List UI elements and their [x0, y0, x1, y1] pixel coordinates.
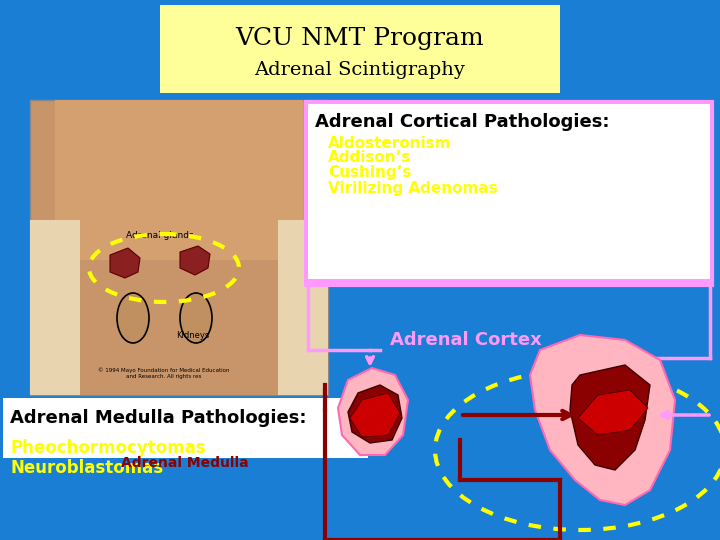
- FancyBboxPatch shape: [278, 220, 328, 395]
- Text: Adrenal Medulla: Adrenal Medulla: [121, 456, 249, 470]
- Text: Virilizing Adenomas: Virilizing Adenomas: [328, 180, 498, 195]
- Polygon shape: [338, 368, 408, 455]
- Text: Addison’s: Addison’s: [328, 151, 411, 165]
- Text: Pheochormocytomas: Pheochormocytomas: [10, 439, 206, 457]
- Polygon shape: [348, 385, 402, 443]
- Text: Adrenal glands: Adrenal glands: [126, 231, 194, 240]
- FancyBboxPatch shape: [30, 100, 328, 395]
- Text: Adrenal Scintigraphy: Adrenal Scintigraphy: [255, 61, 465, 79]
- Text: Neuroblastomas: Neuroblastomas: [10, 459, 163, 477]
- Text: Adrenal Cortex: Adrenal Cortex: [390, 331, 541, 349]
- FancyBboxPatch shape: [308, 104, 710, 279]
- Text: © 1994 Mayo Foundation for Medical Education
and Research. All rights res: © 1994 Mayo Foundation for Medical Educa…: [98, 367, 230, 379]
- Polygon shape: [578, 390, 648, 435]
- Polygon shape: [180, 246, 210, 275]
- FancyBboxPatch shape: [55, 100, 303, 260]
- FancyBboxPatch shape: [3, 398, 368, 458]
- Text: Aldosteronism: Aldosteronism: [328, 136, 451, 151]
- FancyBboxPatch shape: [160, 5, 560, 93]
- Text: Kidneys: Kidneys: [176, 330, 210, 340]
- FancyBboxPatch shape: [80, 260, 278, 395]
- Text: Cushing’s: Cushing’s: [328, 165, 411, 180]
- Text: Adrenal Medulla Pathologies:: Adrenal Medulla Pathologies:: [10, 409, 307, 427]
- Ellipse shape: [117, 293, 149, 343]
- Text: Adrenal Cortical Pathologies:: Adrenal Cortical Pathologies:: [315, 113, 610, 131]
- FancyBboxPatch shape: [30, 220, 80, 395]
- Text: VCU NMT Program: VCU NMT Program: [235, 26, 485, 50]
- Polygon shape: [350, 393, 400, 437]
- FancyBboxPatch shape: [306, 102, 712, 285]
- Polygon shape: [110, 248, 140, 278]
- Polygon shape: [530, 335, 675, 505]
- Polygon shape: [570, 365, 650, 470]
- Ellipse shape: [180, 293, 212, 343]
